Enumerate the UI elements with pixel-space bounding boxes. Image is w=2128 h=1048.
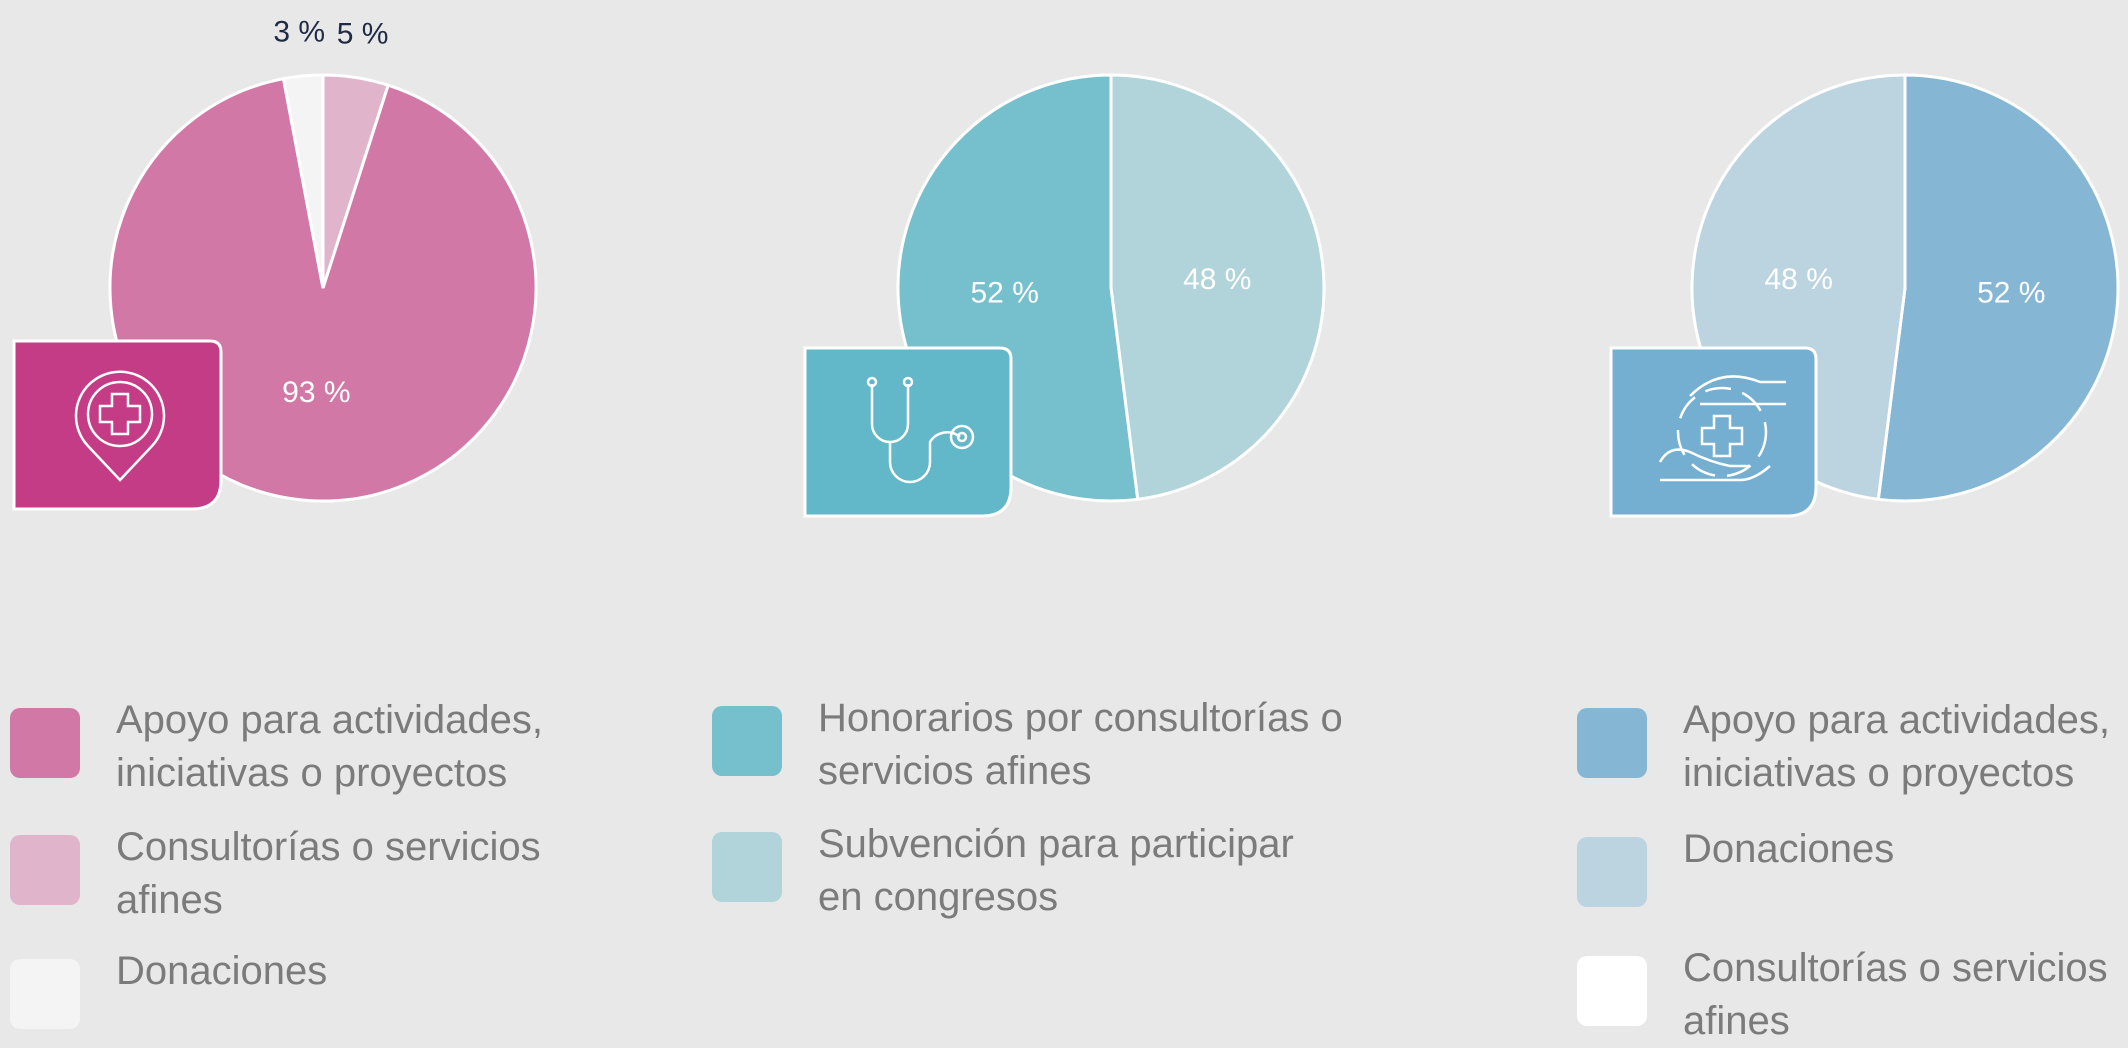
legend-item: Consultorías o servicios afines [1577,946,2128,1048]
icon-stethoscope [803,346,1013,518]
value-label: 3 % [273,15,325,48]
legend-item: Donaciones [1577,827,2128,907]
legend-item: Honorarios por consultorías o servicios … [712,696,1458,798]
legend-swatch [10,708,80,778]
legend-swatch [10,959,80,1029]
value-label: 52 % [971,277,1039,310]
pie-slice [1109,73,1326,501]
legend-label: Honorarios por consultorías o servicios … [818,696,1343,793]
value-label: 52 % [1977,277,2045,310]
legend-label: Donaciones [116,949,328,993]
value-label: 48 % [1765,263,1833,296]
legend-label: Donaciones [1683,827,1895,871]
legend-swatch [10,835,80,905]
icon-care-hands [1609,346,1818,518]
legend-item: Donaciones [10,949,676,1029]
value-label: 93 % [282,376,350,409]
legend-label: Consultorías o servicios afines [1683,946,2108,1043]
legend-item: Consultorías o servicios afines [10,825,676,927]
legend-swatch [1577,956,1647,1026]
pie-slice [1876,73,2120,503]
legend-swatch [712,706,782,776]
legend-label: Consultorías o servicios afines [116,825,541,922]
legend-swatch [1577,708,1647,778]
page: 5 % 93 % 3 % 48 % 52 % 52 % 48 % Apoyo para ac… [10,15,2128,1043]
legend-swatch [712,832,782,902]
charts: 5 % 93 % 3 % 48 % 52 % 52 % 48 % [12,15,2120,518]
legend-swatch [1577,837,1647,907]
legend-label: Apoyo para actividades, iniciativas o pr… [1683,698,2110,795]
legend-item: Subvención para participar en congresos [712,822,1458,924]
value-label: 5 % [337,17,389,50]
legend-item: Apoyo para actividades, iniciativas o pr… [1577,698,2128,800]
legend-item: Apoyo para actividades, iniciativas o pr… [10,698,676,800]
value-label: 48 % [1183,263,1251,296]
pie-slice [281,73,325,289]
legend-label: Apoyo para actividades, iniciativas o pr… [116,698,543,795]
legend-label: Subvención para participar en congresos [818,822,1294,919]
icon-location [12,339,223,511]
